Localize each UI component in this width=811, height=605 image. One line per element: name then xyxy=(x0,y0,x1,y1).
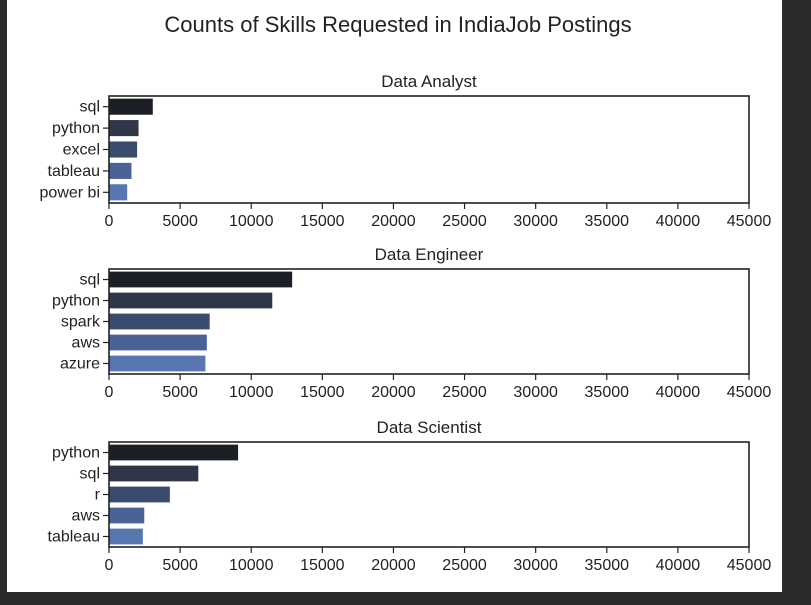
bar xyxy=(108,271,293,288)
x-tick-label: 25000 xyxy=(442,213,487,230)
bar xyxy=(108,162,133,180)
x-tick-label: 40000 xyxy=(656,384,701,401)
x-tick-label: 0 xyxy=(105,384,114,401)
axes-frame xyxy=(108,268,750,375)
y-tick-label: r xyxy=(95,487,101,504)
y-tick-label: sql xyxy=(80,466,100,483)
y-tick-label: python xyxy=(52,445,100,462)
panel-title: Data Analyst xyxy=(381,72,477,91)
x-tick-label: 15000 xyxy=(300,213,345,230)
x-tick-label: 35000 xyxy=(585,384,630,401)
x-tick-label: 45000 xyxy=(727,213,772,230)
axes-frame xyxy=(108,441,750,548)
chart-title: Counts of Skills Requested in IndiaJob P… xyxy=(164,12,631,37)
x-tick-label: 10000 xyxy=(229,384,274,401)
x-tick-label: 5000 xyxy=(162,557,198,574)
x-tick-label: 25000 xyxy=(442,384,487,401)
x-tick-label: 40000 xyxy=(656,557,701,574)
bar xyxy=(108,334,208,351)
y-tick-label: excel xyxy=(63,142,100,159)
y-tick-label: power bi xyxy=(40,184,100,201)
bar xyxy=(108,140,138,159)
panel-title: Data Engineer xyxy=(375,245,484,264)
x-tick-label: 30000 xyxy=(513,213,558,230)
chart-figure: Counts of Skills Requested in IndiaJob P… xyxy=(7,0,782,592)
x-tick-label: 10000 xyxy=(229,557,274,574)
bar xyxy=(108,292,273,309)
axes-frame xyxy=(108,95,750,204)
y-tick-label: sql xyxy=(80,272,100,289)
x-tick-label: 35000 xyxy=(585,557,630,574)
x-tick-label: 30000 xyxy=(513,384,558,401)
x-tick-label: 15000 xyxy=(300,384,345,401)
bar xyxy=(108,183,128,201)
x-tick-label: 0 xyxy=(105,213,114,230)
x-tick-label: 15000 xyxy=(300,557,345,574)
y-tick-label: azure xyxy=(60,356,100,373)
x-tick-label: 0 xyxy=(105,557,114,574)
x-tick-label: 25000 xyxy=(442,557,487,574)
y-tick-label: python xyxy=(52,120,100,137)
bar xyxy=(108,355,207,372)
bar xyxy=(108,528,144,545)
x-tick-label: 35000 xyxy=(585,213,630,230)
bar xyxy=(108,313,211,330)
x-tick-label: 45000 xyxy=(727,384,772,401)
bar xyxy=(108,119,140,137)
x-tick-label: 5000 xyxy=(162,213,198,230)
chart-svg: Counts of Skills Requested in IndiaJob P… xyxy=(40,12,772,574)
x-tick-label: 5000 xyxy=(162,384,198,401)
x-tick-label: 10000 xyxy=(229,213,274,230)
y-tick-label: sql xyxy=(80,99,100,116)
x-tick-label: 40000 xyxy=(656,213,701,230)
panel-title: Data Scientist xyxy=(377,418,482,437)
bar xyxy=(108,444,239,461)
x-tick-label: 45000 xyxy=(727,557,772,574)
x-tick-label: 30000 xyxy=(513,557,558,574)
x-tick-label: 20000 xyxy=(371,213,416,230)
x-tick-label: 20000 xyxy=(371,384,416,401)
y-tick-label: aws xyxy=(72,508,100,525)
x-tick-label: 20000 xyxy=(371,557,416,574)
bar xyxy=(108,465,199,482)
y-tick-label: python xyxy=(52,293,100,310)
y-tick-label: tableau xyxy=(48,163,101,180)
y-tick-label: aws xyxy=(72,335,100,352)
y-tick-label: spark xyxy=(61,314,101,331)
bar xyxy=(108,507,145,524)
bar xyxy=(108,486,171,503)
y-tick-label: tableau xyxy=(48,529,101,546)
bar xyxy=(108,98,154,116)
